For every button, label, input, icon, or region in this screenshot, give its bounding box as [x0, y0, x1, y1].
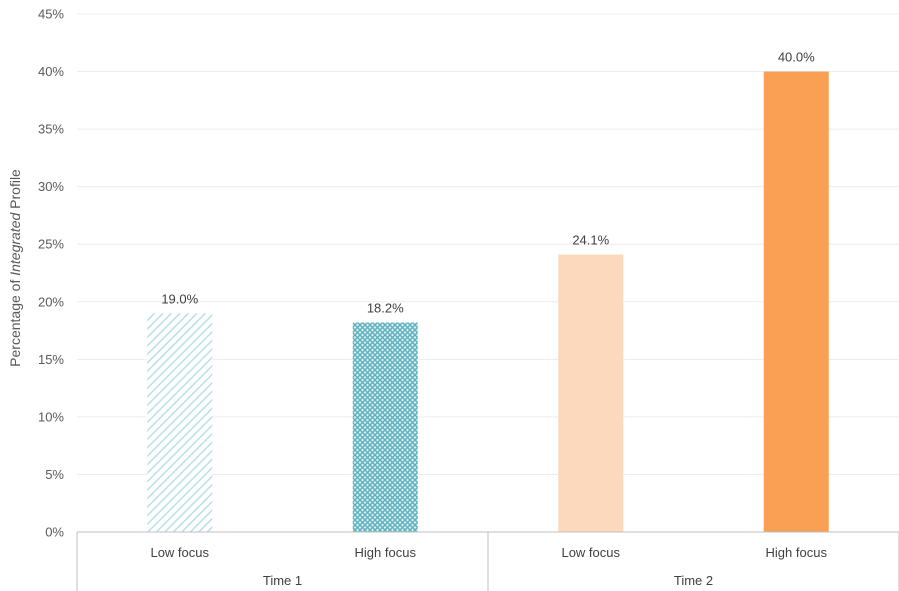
y-axis-label: Percentage of Integrated Profile — [7, 169, 23, 367]
y-tick-label: 25% — [38, 237, 64, 252]
data-label: 24.1% — [572, 233, 609, 248]
y-tick-label: 35% — [38, 122, 64, 137]
data-label: 18.2% — [367, 300, 404, 315]
bar — [147, 313, 213, 532]
y-axis-label-prefix: Percentage of — [7, 276, 23, 367]
y-tick-label: 45% — [38, 7, 64, 22]
data-label: 19.0% — [161, 291, 198, 306]
bar — [763, 71, 829, 533]
bars — [147, 71, 829, 533]
y-axis-label-italic: Integrated — [7, 212, 23, 276]
y-tick-label: 30% — [38, 179, 64, 194]
group-label: Time 1 — [263, 573, 302, 588]
gridlines — [77, 13, 899, 475]
y-tick-label: 10% — [38, 409, 64, 424]
y-tick-label: 5% — [45, 467, 64, 482]
x-tick-label: High focus — [766, 545, 828, 560]
x-tick-label: High focus — [355, 545, 417, 560]
y-tick-label: 0% — [45, 525, 64, 540]
bar — [558, 254, 624, 533]
data-labels: 19.0% 18.2% 24.1% 40.0% — [161, 50, 815, 316]
y-tick-label: 40% — [38, 64, 64, 79]
data-label: 40.0% — [778, 50, 815, 65]
y-axis-label-suffix: Profile — [7, 169, 23, 213]
y-tick-label: 15% — [38, 352, 64, 367]
group-label: Time 2 — [674, 573, 713, 588]
y-tick-labels: 0% 5% 10% 15% 20% 25% 30% 35% 40% 45% — [38, 7, 64, 540]
x-tick-label: Low focus — [561, 545, 620, 560]
y-tick-label: 20% — [38, 294, 64, 309]
bar — [352, 322, 418, 532]
x-axis: Low focus High focus Low focus High focus Ti… — [76, 531, 899, 591]
x-tick-label: Low focus — [150, 545, 209, 560]
